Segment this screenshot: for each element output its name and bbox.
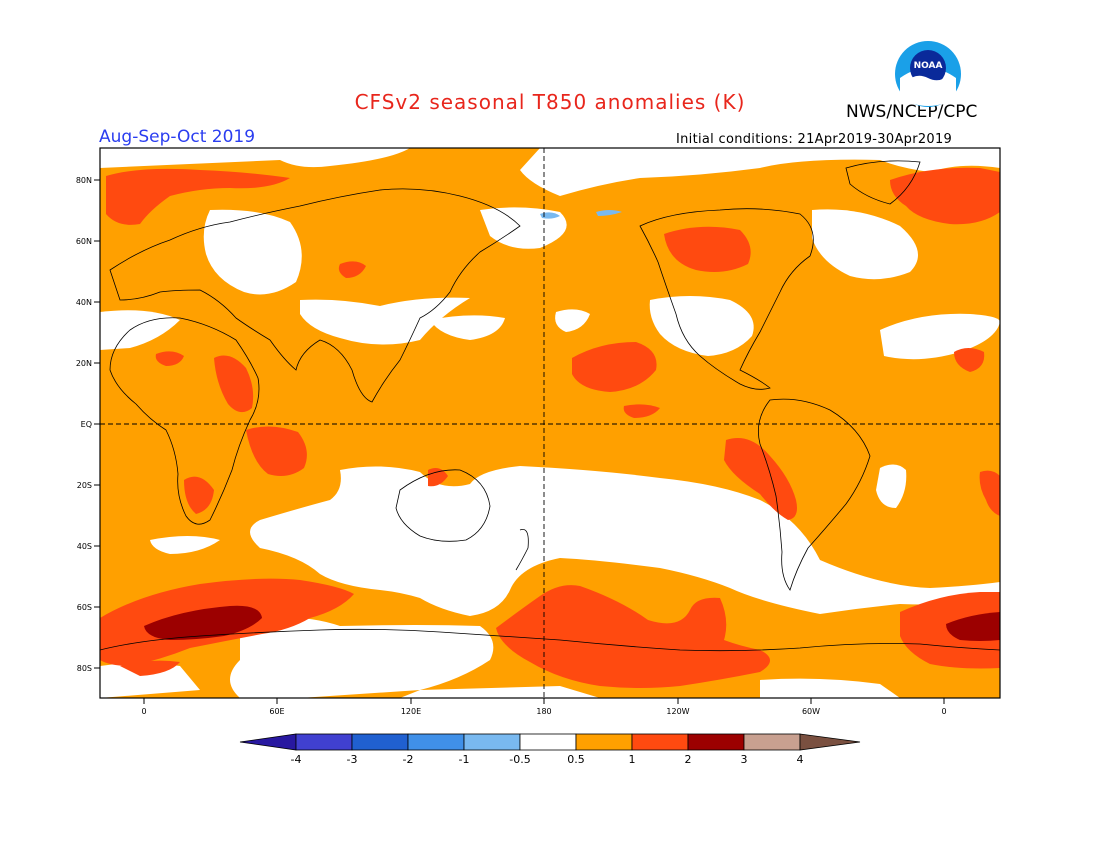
lon-label: 120W	[666, 707, 689, 716]
colorbar-bin	[799, 733, 861, 751]
colorbar-bin	[575, 733, 633, 751]
colorbar-label: 4	[797, 753, 804, 766]
season-label: Aug-Sep-Oct 2019	[99, 127, 256, 147]
colorbar-label: -2	[403, 753, 414, 766]
agency-label: NWS/NCEP/CPC	[846, 102, 978, 122]
colorbar-label: 3	[741, 753, 748, 766]
lon-label: 60W	[802, 707, 820, 716]
noaa-logo-text: NOAA	[914, 61, 943, 71]
colorbar-label: 2	[685, 753, 692, 766]
lat-label: 60N	[76, 237, 92, 246]
lon-label: 0	[141, 707, 146, 716]
lat-label: 80N	[76, 176, 92, 185]
lon-label: 120E	[401, 707, 421, 716]
colorbar-bin	[407, 733, 465, 751]
colorbar-label: -0.5	[509, 753, 530, 766]
colorbar-label: 1	[629, 753, 636, 766]
colorbar-bin	[463, 733, 521, 751]
map-frame	[99, 147, 1001, 699]
noaa-logo: NOAA	[895, 41, 961, 107]
lon-label: 180	[536, 707, 551, 716]
colorbar-bin	[351, 733, 409, 751]
lon-label: 60E	[269, 707, 284, 716]
colorbar-label: 0.5	[567, 753, 585, 766]
colorbar-label: -4	[291, 753, 302, 766]
colorbar-bin	[743, 733, 801, 751]
colorbar-label: -1	[459, 753, 470, 766]
lat-label: 20S	[77, 481, 92, 490]
lat-label: 60S	[77, 603, 92, 612]
colorbar-bin	[687, 733, 745, 751]
colorbar-label: -3	[347, 753, 358, 766]
lat-label: 20N	[76, 359, 92, 368]
lat-label: 40S	[77, 542, 92, 551]
lat-label: 40N	[76, 298, 92, 307]
lat-label: 80S	[77, 664, 92, 673]
initial-conditions-label: Initial conditions: 21Apr2019-30Apr2019	[676, 132, 953, 147]
lat-label: EQ	[81, 420, 92, 429]
anomaly-2-3-regions	[144, 605, 1000, 641]
colorbar	[239, 733, 861, 751]
colorbar-bin	[239, 733, 297, 751]
cool-anomaly-specks	[540, 210, 622, 219]
colorbar-bin	[519, 733, 577, 751]
lon-label: 0	[941, 707, 946, 716]
coastlines	[100, 160, 1000, 652]
map-title: CFSv2 seasonal T850 anomalies (K)	[354, 90, 746, 114]
colorbar-bin	[631, 733, 689, 751]
neutral-regions	[100, 148, 1000, 698]
colorbar-bin	[295, 733, 353, 751]
